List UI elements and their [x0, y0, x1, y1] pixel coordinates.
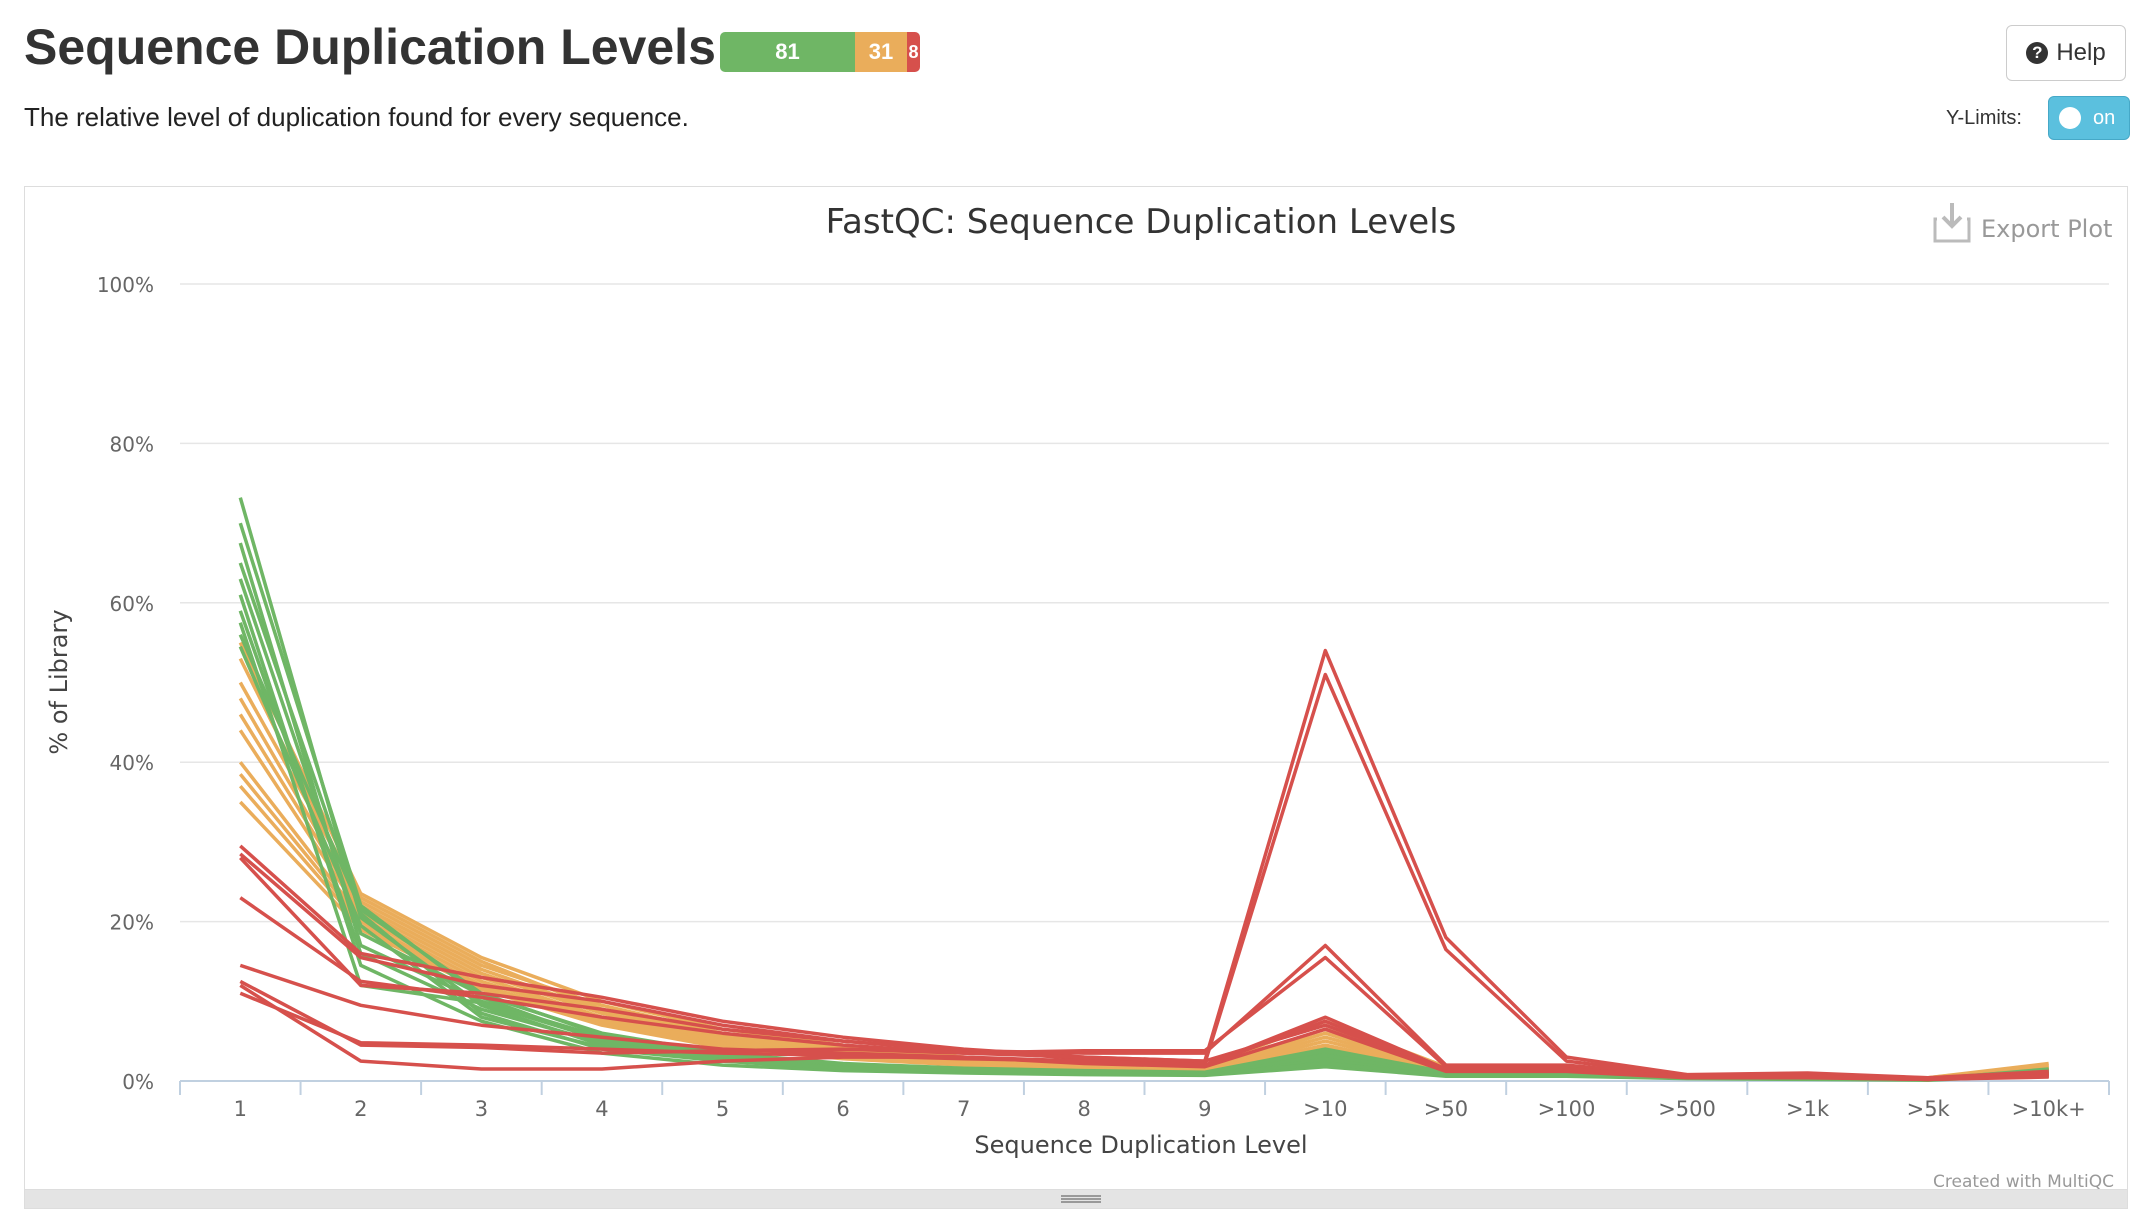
download-icon — [1933, 203, 1971, 243]
y-tick-label: 100% — [97, 273, 154, 297]
plot-container: 0% 20% 40% 60% 80% 100% 1 2 3 4 5 6 7 8 9 >10 >50 >100 >5… — [24, 186, 2128, 1208]
x-tick-label: >100 — [1538, 1097, 1596, 1121]
x-tick-label: >500 — [1658, 1097, 1716, 1121]
ylimits-label: Y-Limits: — [1946, 107, 2022, 129]
y-tick-label: 80% — [110, 432, 154, 456]
series-line-fail[interactable] — [239, 991, 2049, 1082]
y-tick-label: 60% — [110, 592, 154, 616]
x-tick-label: >50 — [1424, 1097, 1468, 1121]
series-line-warn[interactable] — [238, 773, 2049, 1082]
question-circle-icon: ? — [2026, 42, 2049, 64]
toggle-knob — [2059, 107, 2081, 129]
status-pass-segment[interactable]: 81 — [720, 32, 855, 72]
export-plot-label: Export Plot — [1981, 215, 2112, 243]
series-lines — [238, 497, 2049, 1082]
series-line-pass[interactable] — [238, 622, 2049, 1082]
y-axis: 0% 20% 40% 60% 80% 100% — [97, 273, 154, 1094]
status-warn-segment[interactable]: 31 — [855, 32, 907, 72]
section-description: The relative level of duplication found … — [24, 102, 689, 132]
y-axis-title: % of Library — [45, 609, 73, 754]
status-fail-segment[interactable]: 8 — [907, 32, 920, 72]
ylimits-toggle[interactable]: on — [2048, 96, 2130, 140]
x-tick-label: 1 — [234, 1097, 247, 1121]
grip-icon — [1061, 1195, 1101, 1203]
x-tick-label: >10k+ — [2012, 1097, 2086, 1121]
export-plot-button[interactable]: Export Plot — [1933, 203, 2112, 243]
status-progress-bar[interactable]: 81 31 8 — [720, 32, 920, 72]
x-tick-label: 2 — [354, 1097, 367, 1121]
x-tick-label: >1k — [1786, 1097, 1830, 1121]
x-tick-label: 4 — [595, 1097, 608, 1121]
section-title: Sequence Duplication Levels — [24, 19, 716, 75]
series-line-warn[interactable] — [238, 761, 2049, 1081]
y-tick-label: 0% — [122, 1070, 154, 1094]
duplication-line-chart[interactable]: 0% 20% 40% 60% 80% 100% 1 2 3 4 5 6 7 8 9 >10 >50 >100 >5… — [25, 187, 2129, 1209]
x-tick-label: 5 — [716, 1097, 729, 1121]
y-tick-label: 40% — [110, 751, 154, 775]
chart-title: FastQC: Sequence Duplication Levels — [826, 202, 1457, 242]
series-line-warn[interactable] — [239, 800, 2049, 1082]
plot-resize-handle[interactable] — [24, 1189, 2128, 1209]
x-tick-label: 3 — [475, 1097, 488, 1121]
help-button[interactable]: ? Help — [2006, 25, 2126, 81]
x-axis: 1 2 3 4 5 6 7 8 9 >10 >50 >100 >500 >1k >5k >10k+ — [179, 1080, 2110, 1121]
x-tick-label: 6 — [836, 1097, 849, 1121]
multiqc-credit: Created with MultiQC — [1933, 1172, 2114, 1192]
y-tick-label: 20% — [110, 911, 154, 935]
series-line-warn[interactable] — [238, 784, 2049, 1082]
grid-lines — [180, 283, 2109, 923]
x-tick-label: >10 — [1303, 1097, 1347, 1121]
x-tick-label: 7 — [957, 1097, 970, 1121]
x-tick-label: 8 — [1078, 1097, 1091, 1121]
help-button-label: Help — [2056, 39, 2106, 66]
x-tick-label: 9 — [1198, 1097, 1211, 1121]
x-tick-label: >5k — [1907, 1097, 1951, 1121]
toggle-state-label: on — [2093, 107, 2116, 129]
x-axis-title: Sequence Duplication Level — [974, 1131, 1307, 1159]
